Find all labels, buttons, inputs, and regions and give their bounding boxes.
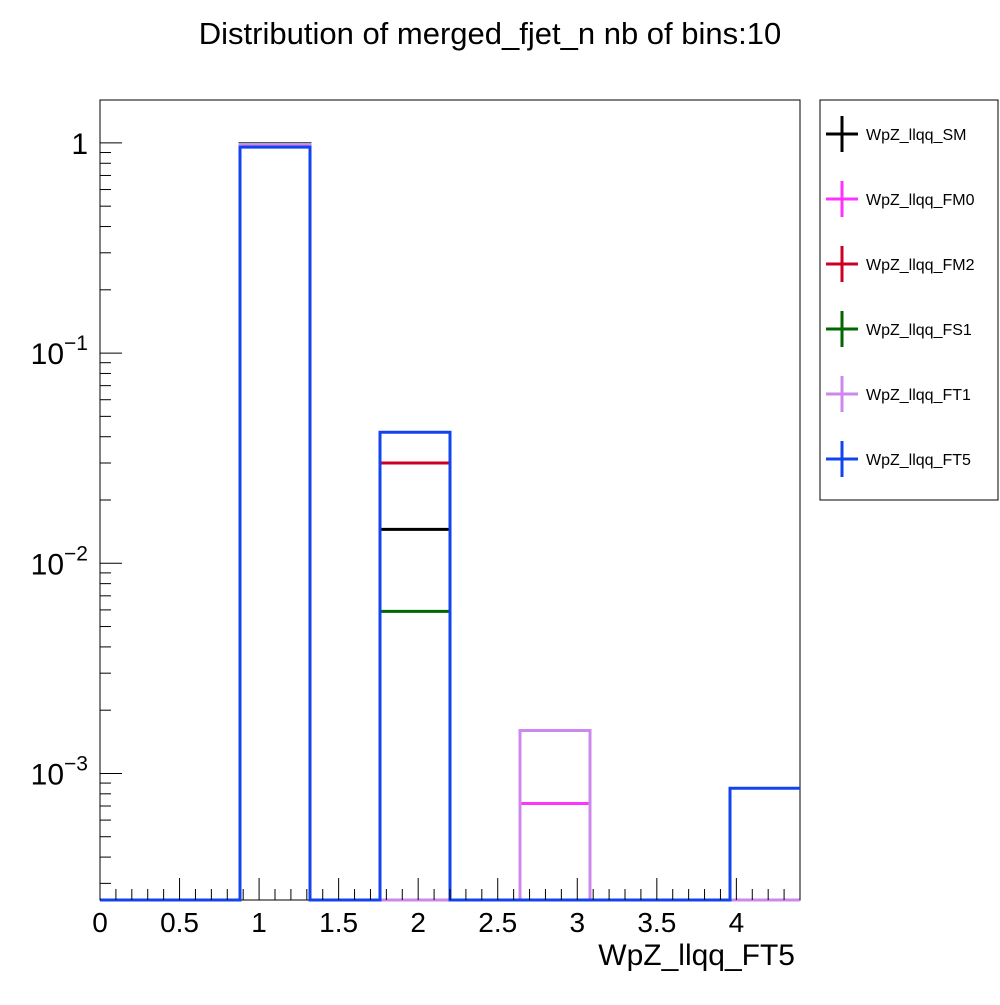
legend-label: WpZ_llqq_FT5: [866, 452, 971, 469]
y-tick-exponent: −2: [64, 542, 88, 565]
y-tick-label: 10−3: [31, 752, 88, 791]
y-axis-ticks: 10−310−210−11: [31, 128, 122, 884]
y-tick-base: 10: [31, 338, 64, 371]
y-tick-label: 10−1: [31, 332, 88, 371]
x-tick-label: 2.5: [478, 907, 517, 938]
x-tick-label: 1.5: [319, 907, 358, 938]
x-tick-label: 4: [729, 907, 745, 938]
chart-title: Distribution of merged_fjet_n nb of bins…: [199, 16, 781, 51]
legend-entry-WpZ_llqq_FM0: WpZ_llqq_FM0: [826, 181, 975, 217]
legend-entry-WpZ_llqq_FT5: WpZ_llqq_FT5: [826, 441, 971, 477]
legend-entry-WpZ_llqq_FS1: WpZ_llqq_FS1: [826, 311, 972, 347]
x-tick-label: 0: [92, 907, 108, 938]
series-line-WpZ_llqq_FT5: [100, 145, 800, 902]
x-tick-label: 3: [569, 907, 585, 938]
x-tick-label: 3.5: [637, 907, 676, 938]
legend-entry-WpZ_llqq_FT1: WpZ_llqq_FT1: [826, 376, 971, 412]
legend-entry-WpZ_llqq_FM2: WpZ_llqq_FM2: [826, 246, 975, 282]
y-tick-base: 10: [31, 548, 64, 581]
y-tick-base: 10: [31, 758, 64, 791]
y-tick-label: 1: [71, 128, 88, 161]
x-tick-label: 2: [410, 907, 426, 938]
x-axis-ticks: 0 0.5 1 1.5 2 2.5 3 3.5 4: [92, 878, 801, 938]
y-tick-exponent: −1: [64, 332, 88, 355]
x-axis-label: WpZ_llqq_FT5: [598, 939, 795, 972]
y-tick-label: 10−2: [31, 542, 88, 581]
legend-label: WpZ_llqq_SM: [866, 127, 966, 144]
x-tick-label: 1: [251, 907, 267, 938]
x-tick-label: 0.5: [160, 907, 199, 938]
legend-label: WpZ_llqq_FM0: [866, 192, 975, 209]
y-tick-exponent: −3: [64, 752, 88, 775]
legend-label: WpZ_llqq_FS1: [866, 322, 972, 339]
legend-box: [819, 99, 999, 501]
legend: WpZ_llqq_SM WpZ_llqq_FM0 WpZ_llqq_FM2 WpZ_l…: [826, 116, 975, 477]
legend-label: WpZ_llqq_FM2: [866, 257, 975, 274]
legend-entry-WpZ_llqq_SM: WpZ_llqq_SM: [826, 116, 966, 152]
legend-label: WpZ_llqq_FT1: [866, 387, 971, 404]
series-layer: [100, 141, 800, 902]
series-WpZ_llqq_FT5: [100, 145, 800, 902]
y-tick-base: 1: [71, 128, 88, 161]
